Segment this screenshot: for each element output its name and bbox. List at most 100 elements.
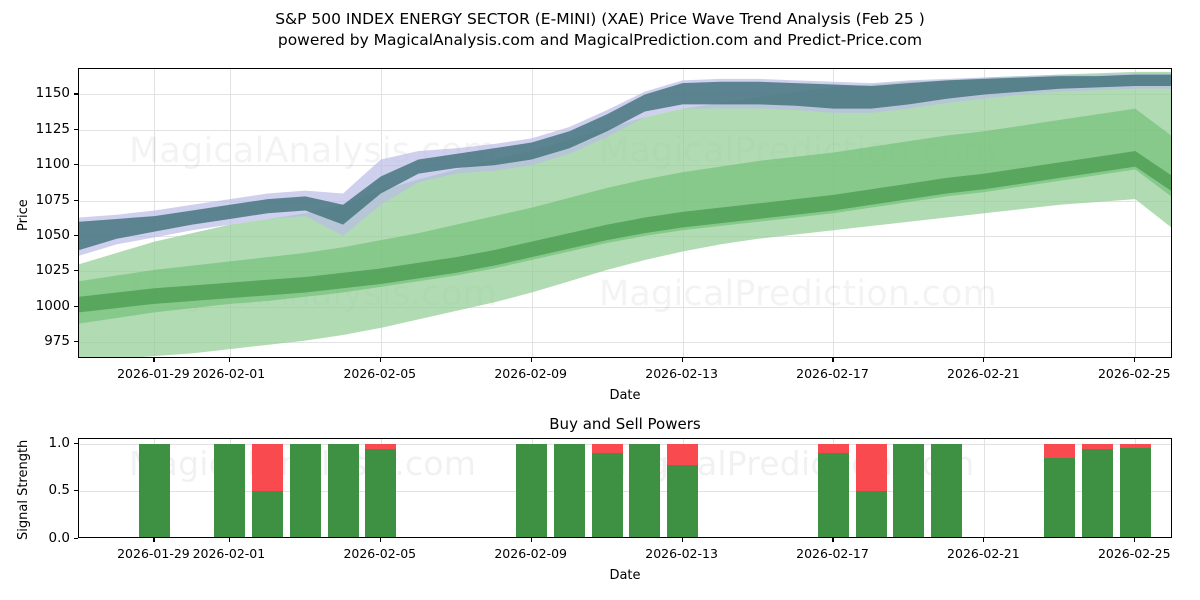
sell-power-bar[interactable] bbox=[591, 443, 623, 454]
signal-y-tick-mark bbox=[74, 538, 78, 540]
buy-power-bar[interactable] bbox=[516, 443, 548, 537]
price-gridline-horizontal bbox=[79, 94, 1171, 96]
chart-title-block: S&P 500 INDEX ENERGY SECTOR (E-MINI) (XA… bbox=[0, 9, 1200, 51]
price-x-tick-mark bbox=[379, 358, 381, 362]
price-x-tick-label: 2026-02-05 bbox=[343, 366, 417, 381]
buy-power-bar[interactable] bbox=[893, 443, 925, 537]
signal-y-tick-label: 0.0 bbox=[48, 530, 70, 546]
price-y-tick-label: 1050 bbox=[35, 226, 70, 243]
signal-x-tick-label: 2026-02-21 bbox=[947, 546, 1020, 561]
signal-x-tick-label: 2026-02-01 bbox=[192, 546, 266, 561]
price-x-tick-mark bbox=[832, 358, 834, 362]
signal-y-tick-label: 0.5 bbox=[48, 482, 70, 499]
price-y-tick-mark bbox=[74, 93, 78, 95]
signal-panel-title: Buy and Sell Powers bbox=[549, 415, 701, 433]
signal-x-tick-label: 2026-01-29 bbox=[117, 546, 190, 561]
signal-gridline-vertical bbox=[984, 439, 986, 537]
price-y-tick-mark bbox=[74, 270, 78, 272]
signal-y-tick-mark bbox=[74, 490, 78, 492]
sell-power-bar[interactable] bbox=[365, 443, 397, 450]
buy-power-bar[interactable] bbox=[214, 443, 246, 537]
signal-y-tick-mark bbox=[74, 442, 78, 444]
buy-power-bar[interactable] bbox=[667, 464, 699, 537]
price-y-tick-mark bbox=[74, 341, 78, 343]
price-x-tick-label: 2026-02-09 bbox=[494, 366, 568, 381]
buy-power-bar[interactable] bbox=[1044, 458, 1076, 537]
price-y-tick-label: 1025 bbox=[35, 262, 70, 279]
buy-power-bar[interactable] bbox=[591, 453, 623, 537]
price-y-tick-mark bbox=[74, 128, 78, 130]
sell-power-bar[interactable] bbox=[1119, 443, 1151, 448]
price-plot-frame: MagicalAnalysis.comMagicalPrediction.com… bbox=[78, 68, 1172, 358]
price-gridline-horizontal bbox=[79, 342, 1171, 344]
price-gridline-vertical bbox=[1135, 69, 1137, 357]
signal-x-tick-mark bbox=[1134, 538, 1136, 542]
buy-power-bar[interactable] bbox=[138, 443, 170, 537]
buy-power-bar[interactable] bbox=[553, 443, 585, 537]
signal-gridline-horizontal bbox=[79, 443, 1171, 445]
price-y-tick-label: 1075 bbox=[35, 191, 70, 208]
signal-x-tick-mark bbox=[832, 538, 834, 542]
price-chart-panel: MagicalAnalysis.comMagicalPrediction.com… bbox=[78, 68, 1172, 358]
buy-power-bar[interactable] bbox=[289, 443, 321, 537]
price-gridline-horizontal bbox=[79, 306, 1171, 308]
price-x-tick-mark bbox=[681, 358, 683, 362]
price-x-tick-mark bbox=[153, 358, 155, 362]
buy-power-bar[interactable] bbox=[252, 491, 284, 537]
price-x-tick-label: 2026-02-25 bbox=[1097, 366, 1171, 381]
sell-power-bar[interactable] bbox=[252, 443, 284, 492]
price-x-tick-label: 2026-02-17 bbox=[796, 366, 869, 381]
price-x-tick-label: 2026-02-21 bbox=[947, 366, 1020, 381]
price-x-axis-label: Date bbox=[609, 388, 641, 403]
sell-power-bar[interactable] bbox=[855, 443, 887, 492]
price-y-tick-mark bbox=[74, 199, 78, 201]
price-band-layers bbox=[79, 71, 1171, 357]
sell-power-bar[interactable] bbox=[1082, 443, 1113, 449]
signal-x-axis-label: Date bbox=[609, 568, 641, 583]
price-y-tick-mark bbox=[74, 305, 78, 307]
buy-power-bar[interactable] bbox=[1082, 448, 1113, 537]
buy-power-bar[interactable] bbox=[365, 449, 397, 537]
signal-x-tick-mark bbox=[530, 538, 532, 542]
price-y-tick-mark bbox=[74, 234, 78, 237]
price-x-tick-mark bbox=[983, 358, 985, 362]
price-x-tick-label: 2026-01-29 bbox=[117, 366, 190, 381]
sell-power-bar[interactable] bbox=[1044, 443, 1076, 459]
page-subtitle: powered by MagicalAnalysis.com and Magic… bbox=[277, 31, 923, 49]
inner-green-band bbox=[79, 108, 1171, 324]
signal-gridline-horizontal bbox=[79, 491, 1171, 493]
signal-x-tick-label: 2026-02-25 bbox=[1097, 546, 1171, 561]
signal-x-tick-label: 2026-02-09 bbox=[494, 546, 568, 561]
sell-power-bar[interactable] bbox=[818, 443, 849, 454]
price-y-tick-label: 1125 bbox=[35, 120, 70, 137]
buy-power-bar[interactable] bbox=[327, 443, 359, 537]
signal-x-tick-mark bbox=[379, 538, 381, 542]
page-title: S&P 500 INDEX ENERGY SECTOR (E-MINI) (XA… bbox=[275, 10, 925, 28]
buy-power-bar[interactable] bbox=[931, 443, 963, 537]
signal-y-axis-label: Signal Strength bbox=[16, 439, 31, 540]
signal-x-tick-label: 2026-02-05 bbox=[343, 546, 417, 561]
buy-power-bar[interactable] bbox=[818, 453, 849, 537]
signal-x-tick-mark bbox=[228, 538, 230, 542]
price-x-tick-label: 2026-02-01 bbox=[192, 366, 266, 381]
signal-y-tick-label: 1.0 bbox=[48, 434, 70, 451]
price-x-tick-mark bbox=[530, 358, 532, 362]
upper-slate-band bbox=[79, 74, 1171, 251]
price-gridline-horizontal bbox=[79, 271, 1171, 273]
price-y-tick-label: 1150 bbox=[35, 85, 70, 102]
signal-x-tick-label: 2026-02-17 bbox=[796, 546, 869, 561]
buy-power-bar[interactable] bbox=[1119, 447, 1151, 537]
signal-x-tick-mark bbox=[983, 538, 985, 542]
signal-x-tick-mark bbox=[153, 538, 155, 542]
price-y-tick-label: 1100 bbox=[35, 156, 70, 173]
price-x-tick-mark bbox=[228, 358, 230, 362]
price-x-tick-mark bbox=[1134, 358, 1136, 362]
price-y-tick-label: 975 bbox=[44, 333, 70, 350]
price-y-tick-mark bbox=[74, 164, 78, 166]
sell-power-bar[interactable] bbox=[667, 443, 699, 465]
buy-power-bar[interactable] bbox=[855, 491, 887, 537]
signal-x-tick-label: 2026-02-13 bbox=[645, 546, 718, 561]
buy-power-bar[interactable] bbox=[629, 443, 661, 537]
